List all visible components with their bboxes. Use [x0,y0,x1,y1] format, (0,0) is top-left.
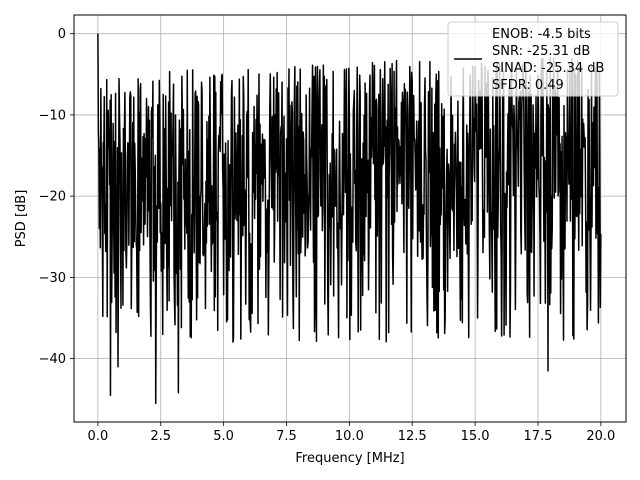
legend-sfdr: SFDR: 0.49 [492,78,564,93]
y-axis-ticks: 0 −10 −20 −30 −40 [39,27,74,367]
x-tick-label: 17.5 [524,429,553,444]
y-tick-label: −30 [39,271,66,286]
legend: ENOB: -4.5 bits SNR: -25.31 dB SINAD: -2… [447,21,619,97]
y-tick-label: −40 [39,352,66,367]
y-tick-label: 0 [58,27,66,42]
legend-snr: SNR: -25.31 dB [492,44,590,59]
y-tick-label: −20 [39,190,66,205]
legend-sinad: SINAD: -25.34 dB [492,61,604,76]
x-tick-label: 20.0 [586,429,615,444]
x-tick-label: 2.5 [150,429,171,444]
y-tick-label: −10 [39,108,66,123]
series-layer [97,33,602,405]
x-tick-label: 15.0 [461,429,490,444]
x-tick-label: 5.0 [213,429,234,444]
legend-box [447,21,619,97]
x-tick-label: 7.5 [276,429,297,444]
x-axis-ticks: 0.0 2.5 5.0 7.5 10.0 12.5 15.0 17.5 20.0 [88,422,615,444]
x-tick-label: 10.0 [335,429,364,444]
x-tick-label: 12.5 [398,429,427,444]
axes-frame [73,14,627,423]
y-axis-label: PSD [dB] [14,190,29,248]
x-tick-label: 0.0 [88,429,109,444]
legend-enob: ENOB: -4.5 bits [492,27,591,42]
x-axis-label: Frequency [MHz] [295,451,404,466]
psd-series-line [97,33,602,405]
